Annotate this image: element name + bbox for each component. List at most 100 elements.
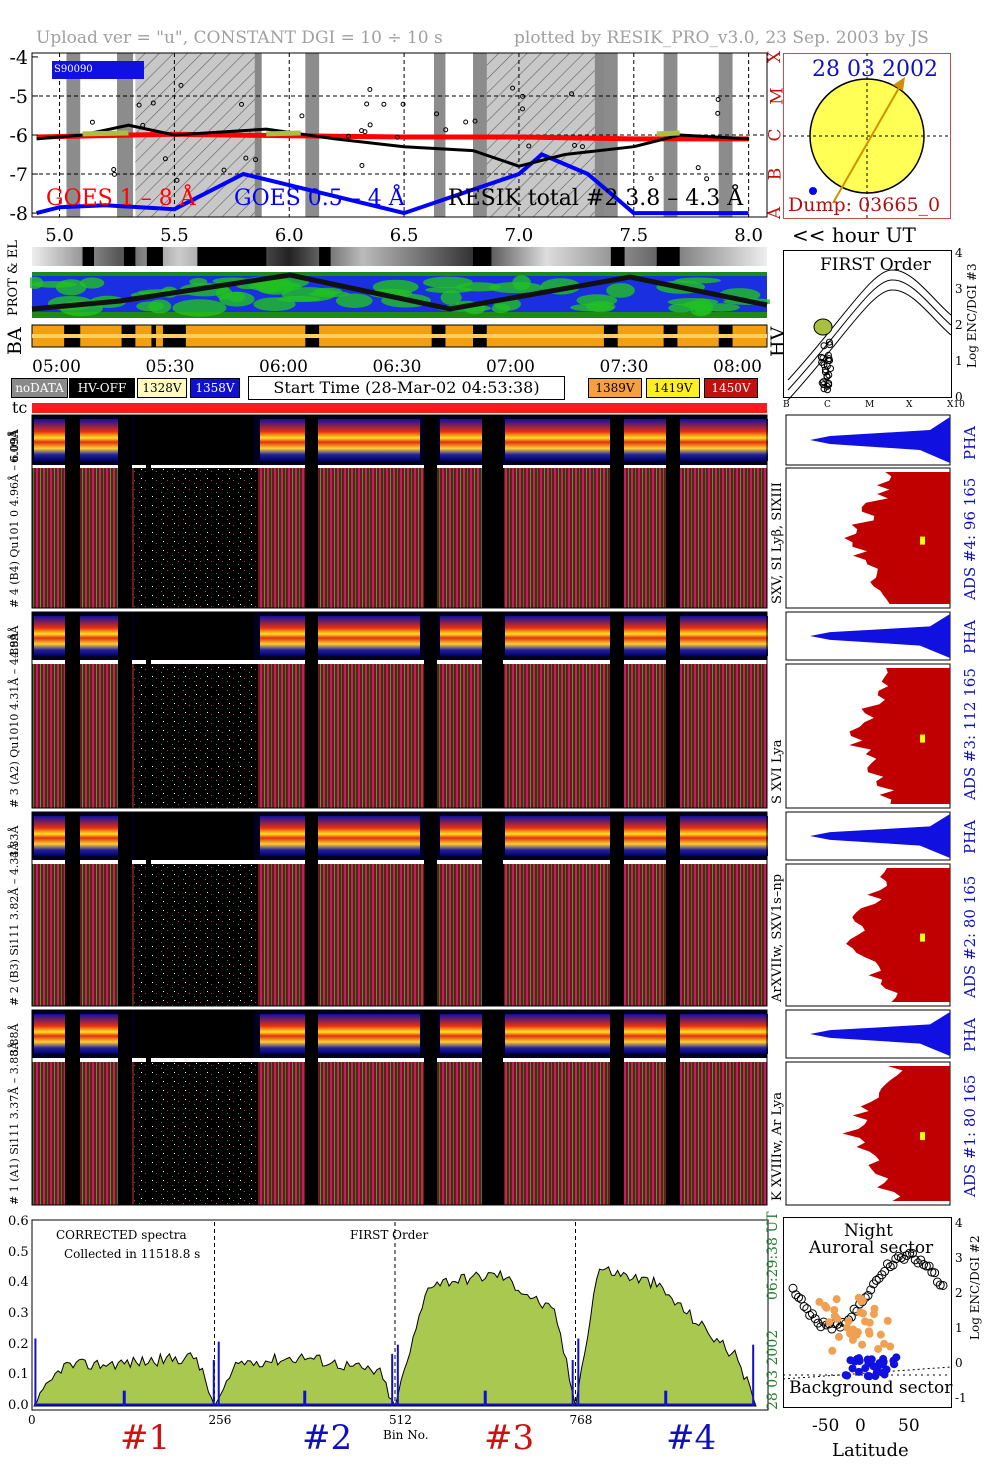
channel-frame <box>31 811 768 1007</box>
legend-1328v: 1328V <box>137 378 187 398</box>
resik-point <box>715 110 721 116</box>
first-order-xtick: M <box>865 400 875 410</box>
pha-band <box>622 1014 768 1054</box>
first-order-title: FIRST Order <box>820 255 931 275</box>
sun-date: 28 03 2002 <box>812 57 938 82</box>
aurora-xtick: -50 <box>812 1416 840 1436</box>
hv-off-block <box>146 1010 151 1205</box>
pha-histogram <box>810 814 950 858</box>
goes-xtick-label: 5.0 <box>45 225 74 243</box>
flare-segment <box>656 130 680 137</box>
pha-empty <box>134 612 254 660</box>
resik-point <box>364 101 370 107</box>
resik-point <box>400 101 406 107</box>
aurora-black-point <box>905 1248 915 1258</box>
spectrum-first-order: FIRST Order <box>350 1228 429 1242</box>
pha-histogram <box>810 614 950 658</box>
pha-band <box>260 1014 420 1054</box>
resik-point <box>345 133 351 139</box>
pha-band <box>440 816 482 856</box>
hv-off-block <box>666 812 680 1006</box>
aurora-orange-point <box>854 1293 863 1302</box>
aurora-black-point <box>863 1291 873 1301</box>
resik-point <box>111 171 117 177</box>
spectrum-ytick: 0.3 <box>8 1306 29 1321</box>
spectrum-area-3 <box>394 1269 577 1407</box>
tc-strip <box>32 403 767 413</box>
first-order-point <box>825 381 833 389</box>
satellite-marker <box>809 187 817 195</box>
hv-off-block <box>610 812 624 1006</box>
hv-off-block <box>666 1010 680 1205</box>
goes-panel: -4 -5 -6 -7 -8 5.0 5.5 6.0 6.5 7.0 7.5 8.0 <box>9 48 768 243</box>
hv-off-block <box>146 612 151 808</box>
resik-point <box>239 101 245 107</box>
first-order-ylabel: Log ENC/DGI #3 <box>965 263 979 368</box>
resik-point <box>443 127 449 133</box>
channel-frame <box>31 611 768 809</box>
pha-band <box>34 419 128 461</box>
pha-histogram <box>810 417 950 463</box>
status-bands <box>30 247 770 348</box>
line-id-label: K XVIIIw, Ar Lya <box>770 1092 785 1201</box>
aurora-black-point <box>930 1268 940 1278</box>
prot-patch <box>309 290 350 298</box>
resik-point <box>140 122 146 128</box>
aurora-orange-point <box>828 1346 837 1355</box>
resik-point <box>359 162 365 168</box>
aurora-orange-point <box>883 1316 892 1325</box>
aurora-blue-point <box>863 1372 872 1381</box>
aurora-orange-point <box>830 1305 839 1314</box>
aurora-black-point <box>880 1266 890 1276</box>
spectrum-area-2 <box>213 1352 396 1407</box>
aurora-blue-point <box>861 1364 870 1373</box>
header-left: Upload ver = "u", CONSTANT DGI = 10 ÷ 10… <box>36 28 443 48</box>
hv-off-block <box>424 612 437 808</box>
resik-point <box>359 128 365 134</box>
pha-label: PHA <box>961 1017 979 1052</box>
gray-block <box>197 247 267 266</box>
aurora-blue-point <box>843 1371 852 1380</box>
hv-off-block <box>118 812 132 1006</box>
gray-block <box>123 247 136 266</box>
pha-band <box>34 816 128 856</box>
spectrogram-sparse <box>134 1062 258 1205</box>
line-id-label: SXV, SI Lyβ, SIXIII <box>770 482 785 604</box>
hv-off-block <box>482 812 503 1006</box>
prot-patch <box>512 275 531 291</box>
hv-off-block <box>65 812 80 1006</box>
x-unit-label: << hour UT <box>792 223 916 247</box>
tc-label: tc <box>12 398 28 417</box>
aurora-ytick: 4 <box>955 1216 963 1230</box>
sun-panel <box>783 53 951 219</box>
spectrum-ytick: 0.2 <box>8 1336 29 1352</box>
flare-segment <box>82 130 129 137</box>
resik-point <box>510 85 516 91</box>
section-label: #3 <box>484 1418 535 1458</box>
first-order-ytick: 4 <box>955 246 963 260</box>
first-order-point <box>825 371 833 379</box>
aurora-orange-point <box>848 1335 857 1344</box>
first-order-panel <box>783 250 952 401</box>
first-order-point <box>820 381 828 389</box>
ads-histogram <box>844 472 950 604</box>
gray-block <box>319 247 331 266</box>
resik-point <box>162 156 168 162</box>
aurora-xtick: 50 <box>898 1416 920 1436</box>
spectrogram-sparse <box>134 468 258 608</box>
prot-patch <box>423 276 473 289</box>
spectrum-xtick: 256 <box>208 1413 232 1427</box>
spectrum-ytick: 0.6 <box>8 1214 29 1229</box>
pha-band <box>505 616 610 656</box>
aurora-blue-point <box>853 1354 862 1363</box>
legend-hvoff: HV-OFF <box>69 378 135 398</box>
ads-label: ADS #3: 112 165 <box>961 668 979 800</box>
hv-off-block <box>305 1010 318 1205</box>
resik-point <box>253 157 259 163</box>
spectrum-ytick: 0.4 <box>8 1275 29 1291</box>
channel-frame <box>31 414 768 609</box>
aurora-night: Night <box>844 1221 893 1241</box>
aurora-blue-point <box>848 1364 857 1373</box>
aurora-orange-point <box>870 1304 879 1313</box>
channel-frame <box>31 1009 768 1206</box>
